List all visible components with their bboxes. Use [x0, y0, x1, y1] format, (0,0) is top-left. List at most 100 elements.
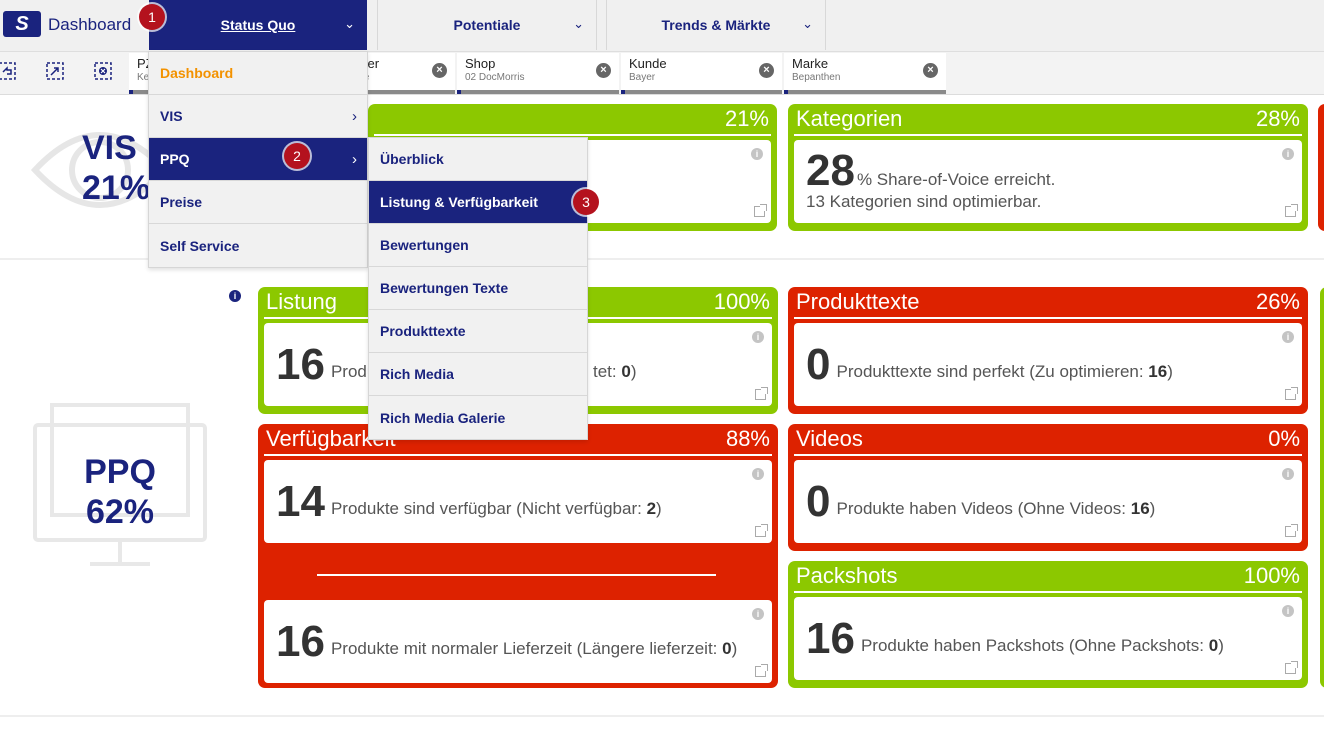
menu-item-preise[interactable]: Preise — [149, 181, 367, 224]
tab-status-quo[interactable]: Status Quo ⌄ — [149, 0, 367, 50]
info-icon[interactable]: i — [752, 331, 764, 343]
chevron-right-icon: › — [352, 107, 357, 125]
card-percent: 88% — [725, 426, 770, 451]
card-text: % Share-of-Voice erreicht. — [856, 170, 1056, 189]
external-link-icon[interactable] — [755, 387, 768, 400]
produkttexte-card[interactable]: Produkttexte 26% 0 Produkttexte sind per… — [788, 287, 1308, 414]
card-text: Produkte sind verfügbar (Nicht verfügbar… — [330, 498, 662, 518]
videos-card[interactable]: Videos 0% 0 Produkte haben Videos (Ohne … — [788, 424, 1308, 551]
external-link-icon[interactable] — [755, 664, 768, 677]
vis-section-title: VIS 21% — [82, 128, 162, 208]
menu-item-vis[interactable]: VIS › — [149, 95, 367, 138]
card-title: Produkttexte — [796, 289, 920, 314]
card-body: 0 Produkte haben Videos (Ohne Videos: 16… — [794, 460, 1302, 543]
clear-filter-icon[interactable] — [92, 62, 114, 84]
external-link-icon[interactable] — [1285, 387, 1298, 400]
submenu-item-listung-verfuegbarkeit[interactable]: Listung & Verfügbarkeit — [369, 181, 587, 224]
close-icon[interactable]: × — [596, 63, 611, 78]
external-link-icon[interactable] — [1285, 661, 1298, 674]
chevron-down-icon: ⌄ — [802, 16, 813, 31]
section-divider — [0, 258, 1324, 260]
step-badge-2: 2 — [284, 143, 310, 169]
external-link-icon[interactable] — [1285, 524, 1298, 537]
card-percent: 28% — [1255, 106, 1300, 131]
filter-value: 02 DocMorris — [465, 72, 525, 83]
nav-divider — [825, 0, 826, 50]
app-logo[interactable]: S — [3, 11, 41, 37]
card-text-end: tet: 0) — [593, 361, 637, 381]
external-link-icon[interactable] — [755, 524, 768, 537]
external-link-icon[interactable] — [1285, 204, 1298, 217]
tab-trends-maerkte[interactable]: Trends & Märkte ⌄ — [607, 0, 825, 50]
card-percent: 100% — [713, 289, 770, 314]
tab-potentiale[interactable]: Potentiale ⌄ — [378, 0, 596, 50]
submenu-item-ueberblick[interactable]: Überblick — [369, 138, 587, 181]
tab-status-quo-label: Status Quo — [220, 17, 296, 33]
filter-chip-marke[interactable]: Marke Bepanthen × — [784, 53, 946, 94]
info-icon[interactable]: i — [1282, 331, 1294, 343]
info-icon[interactable]: i — [1282, 148, 1294, 160]
card-title: Listung — [266, 289, 337, 314]
status-quo-menu: Dashboard VIS › PPQ › Preise Self Service — [148, 51, 368, 268]
tab-potentiale-label: Potentiale — [453, 17, 521, 33]
card-percent: 21% — [724, 106, 769, 131]
kategorien-card[interactable]: Kategorien 28% 28 % Share-of-Voice errei… — [788, 104, 1308, 231]
close-icon[interactable]: × — [923, 63, 938, 78]
share-icon[interactable] — [44, 62, 66, 84]
close-icon[interactable]: × — [759, 63, 774, 78]
info-icon[interactable]: i — [752, 608, 764, 620]
info-icon[interactable]: i — [751, 148, 763, 160]
vis-percent: 21% — [82, 169, 151, 207]
card-body: 16 Produkte haben Packshots (Ohne Packsh… — [794, 597, 1302, 680]
card-body: 0 Produkttexte sind perfekt (Zu optimier… — [794, 323, 1302, 406]
info-icon[interactable]: i — [1282, 605, 1294, 617]
card-number: 0 — [806, 339, 831, 389]
card-text: Produkte haben Videos (Ohne Videos: 16) — [836, 498, 1156, 518]
next-card-edge — [1318, 104, 1324, 231]
submenu-item-bewertungen-texte[interactable]: Bewertungen Texte — [369, 267, 587, 310]
card-percent: 100% — [1243, 563, 1300, 588]
filter-value: Bepanthen — [792, 72, 841, 83]
card-number: 16 — [276, 339, 325, 389]
submenu-item-bewertungen[interactable]: Bewertungen — [369, 224, 587, 267]
menu-item-self-service[interactable]: Self Service — [160, 237, 240, 254]
close-icon[interactable]: × — [432, 63, 447, 78]
ppq-label: PPQ — [84, 453, 156, 491]
chevron-down-icon: ⌄ — [344, 16, 355, 31]
card-number: 16 — [806, 613, 855, 663]
card-subtext: 13 Kategorien sind optimierbar. — [806, 192, 1042, 211]
card-title: Kategorien — [796, 106, 903, 131]
top-navigation: S Dashboard Status Quo ⌄ Potentiale ⌄ Tr… — [0, 0, 1324, 52]
info-icon[interactable]: i — [752, 468, 764, 480]
undo-icon[interactable] — [0, 62, 18, 84]
card-header: Produkttexte 26% — [794, 287, 1302, 319]
card-header: Packshots 100% — [794, 561, 1302, 593]
card-divider — [317, 574, 716, 576]
filter-title: Shop — [465, 56, 496, 71]
filter-title: Marke — [792, 56, 829, 71]
external-link-icon[interactable] — [754, 204, 767, 217]
filter-chip-kunde[interactable]: Kunde Bayer × — [621, 53, 782, 94]
card-text: Produkttexte sind perfekt (Zu optimieren… — [836, 361, 1173, 381]
card-body: 14 Produkte sind verfügbar (Nicht verfüg… — [264, 460, 772, 543]
menu-item-ppq[interactable]: PPQ › — [149, 138, 367, 181]
filter-chip-shop[interactable]: Shop 02 DocMorris × — [457, 53, 619, 94]
info-icon[interactable]: i — [1282, 468, 1294, 480]
info-icon[interactable]: i — [229, 290, 241, 302]
submenu-item-produkttexte[interactable]: Produkttexte — [369, 310, 587, 353]
nav-divider — [596, 0, 597, 50]
submenu-item-rich-media[interactable]: Rich Media — [369, 353, 587, 396]
menu-item-dashboard[interactable]: Dashboard — [149, 52, 367, 95]
card-text: Produkte haben Packshots (Ohne Packshots… — [860, 635, 1224, 655]
card-header: Videos 0% — [794, 424, 1302, 456]
submenu-item-rich-media-galerie[interactable]: Rich Media Galerie — [380, 409, 506, 426]
filter-value: Ke — [137, 72, 150, 83]
card-number: 28 — [806, 146, 855, 195]
chevron-down-icon: ⌄ — [573, 16, 584, 31]
packshots-card[interactable]: Packshots 100% 16 Produkte haben Packsho… — [788, 561, 1308, 688]
card-title: Videos — [796, 426, 863, 451]
card-number: 0 — [806, 476, 831, 526]
verfuegbarkeit-card[interactable]: Verfügbarkeit 88% 14 Produkte sind verfü… — [258, 424, 778, 688]
brand-label[interactable]: Dashboard — [48, 15, 132, 34]
section-divider — [0, 715, 1324, 717]
